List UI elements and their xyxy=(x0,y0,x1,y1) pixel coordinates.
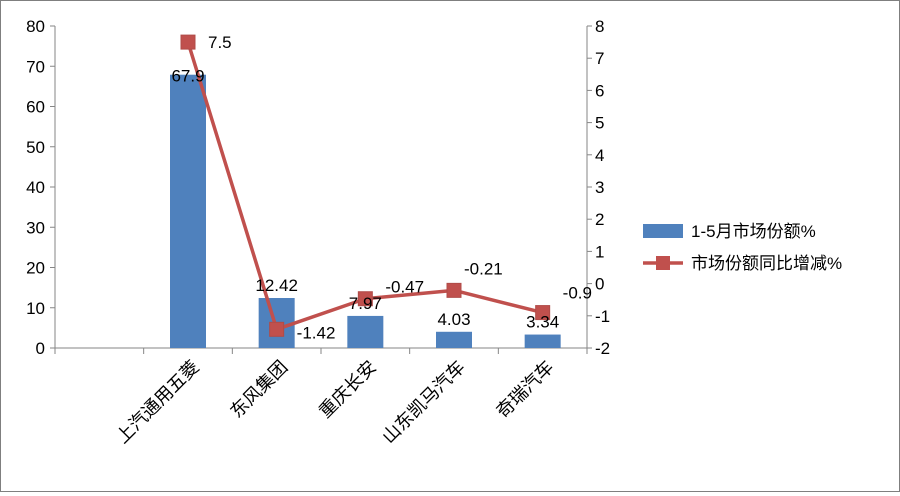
y-right-tick-label: 8 xyxy=(595,17,604,36)
y-right-tick-label: 5 xyxy=(595,114,604,133)
y-right-tick-label: 0 xyxy=(595,275,604,294)
line-series xyxy=(180,34,551,337)
bar-value-label: 67.9 xyxy=(171,67,204,86)
line-point xyxy=(269,321,285,337)
y-right-tick-label: 6 xyxy=(595,81,604,100)
line-value-label: 7.5 xyxy=(208,33,232,52)
category-label: 东风集团 xyxy=(226,357,291,422)
category-label: 奇瑞汽车 xyxy=(492,357,557,422)
y-right-tick-label: 4 xyxy=(595,146,604,165)
line-value-label: -1.42 xyxy=(297,323,336,342)
bar xyxy=(347,315,384,348)
legend-label-bar: 1-5月市场份额% xyxy=(691,222,816,241)
y-left-tick-label: 10 xyxy=(26,299,45,318)
category-label: 重庆长安 xyxy=(315,357,380,422)
category-label: 山东凯马汽车 xyxy=(378,357,469,448)
line-value-label: -0.47 xyxy=(385,278,424,297)
y-right-tick-label: -1 xyxy=(595,307,610,326)
bar-series xyxy=(170,74,561,348)
bar xyxy=(436,331,472,348)
line-point xyxy=(446,282,462,298)
y-right-tick-label: -2 xyxy=(595,339,610,358)
y-right-tick-label: 2 xyxy=(595,210,604,229)
y-right-tick-label: 7 xyxy=(595,49,604,68)
y-left-tick-label: 80 xyxy=(26,17,45,36)
bar xyxy=(170,74,206,348)
y-left-tick-label: 0 xyxy=(36,339,45,358)
axes: 0 10 20 30 40 50 60 70 80 -2 -1 0 1 2 3 4 5 6 7 8 xyxy=(26,17,610,358)
line-value-label: -0.9 xyxy=(563,284,592,303)
y-left-tick-label: 50 xyxy=(26,138,45,157)
legend-label-line: 市场份额同比增减% xyxy=(691,254,842,273)
y-right-tick-label: 1 xyxy=(595,242,604,261)
line-path xyxy=(186,41,544,332)
bar xyxy=(524,334,561,348)
line-value-label: -0.21 xyxy=(464,259,503,278)
y-left-tick-label: 40 xyxy=(26,178,45,197)
y-left-tick-label: 20 xyxy=(26,259,45,278)
category-label: 上汽通用五菱 xyxy=(112,357,203,448)
bar-value-label: 7.97 xyxy=(349,294,382,313)
legend-marker-line xyxy=(656,256,670,270)
line-point xyxy=(357,291,373,307)
y-left-tick-label: 70 xyxy=(26,57,45,76)
bar-value-label: 12.42 xyxy=(255,276,298,295)
legend: 1-5月市场份额% 市场份额同比增减% xyxy=(643,222,842,273)
line-point xyxy=(535,305,551,321)
y-right-tick-label: 3 xyxy=(595,178,604,197)
line-point xyxy=(180,34,196,50)
bar-value-label: 3.34 xyxy=(526,313,559,332)
legend-swatch-bar xyxy=(643,224,683,238)
data-labels: 67.9 12.42 7.97 4.03 3.34 7.5 -1.42 -0.47 -0.21 -… xyxy=(171,33,592,342)
bar-value-label: 4.03 xyxy=(437,310,470,329)
y-left-tick-label: 60 xyxy=(26,98,45,117)
y-left-tick-label: 30 xyxy=(26,218,45,237)
